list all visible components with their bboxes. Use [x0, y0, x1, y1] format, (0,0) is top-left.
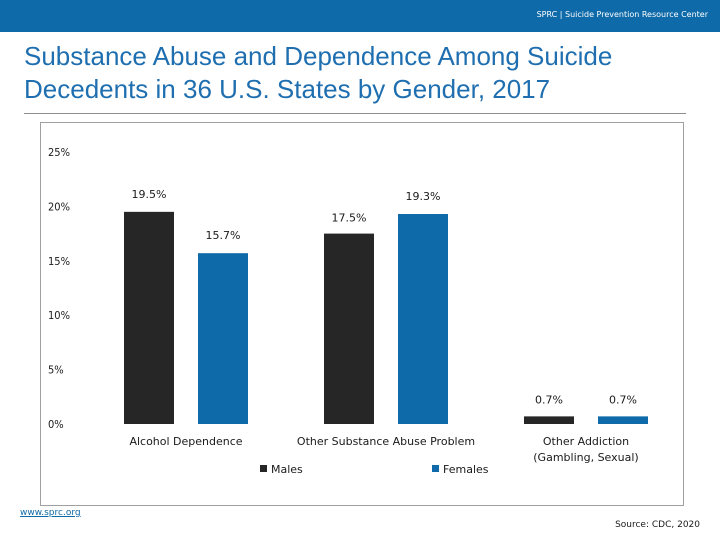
website-link[interactable]: www.sprc.org [20, 508, 81, 518]
y-tick-label: 25% [48, 146, 70, 159]
females-legend-swatch [432, 465, 439, 472]
data-label: 15.7% [206, 229, 241, 242]
data-label: 0.7% [535, 393, 563, 406]
data-label: 19.5% [132, 188, 167, 201]
y-tick-label: 15% [48, 255, 70, 268]
y-tick-label: 0% [48, 418, 64, 431]
y-tick-label: 5% [48, 364, 64, 377]
y-tick-label: 20% [48, 200, 70, 213]
data-label: 17.5% [332, 212, 367, 225]
females-bar [198, 253, 248, 424]
category-label: Other Addiction (Gambling, Sexual) [533, 435, 638, 464]
source-note: Source: CDC, 2020 [615, 520, 700, 530]
data-label: 19.3% [406, 190, 441, 203]
males-bar [124, 211, 174, 424]
males-bar [324, 233, 374, 424]
legend-label: Females [443, 463, 489, 476]
data-label: 0.7% [609, 393, 637, 406]
category-label: Other Substance Abuse Problem [297, 435, 475, 448]
males-bar [524, 416, 574, 424]
males-legend-swatch [260, 465, 267, 472]
y-tick-label: 10% [48, 309, 70, 322]
slide-title: Substance Abuse and Dependence Among Sui… [24, 41, 613, 104]
chart-frame [40, 122, 684, 506]
females-bar [598, 416, 648, 424]
org-name: SPRC | Suicide Prevention Resource Cente… [536, 10, 708, 19]
females-bar [398, 214, 448, 424]
title-divider [24, 113, 686, 114]
header-bar: SPRC | Suicide Prevention Resource Cente… [0, 0, 720, 32]
legend-label: Males [271, 463, 303, 476]
category-label: Alcohol Dependence [129, 435, 242, 448]
